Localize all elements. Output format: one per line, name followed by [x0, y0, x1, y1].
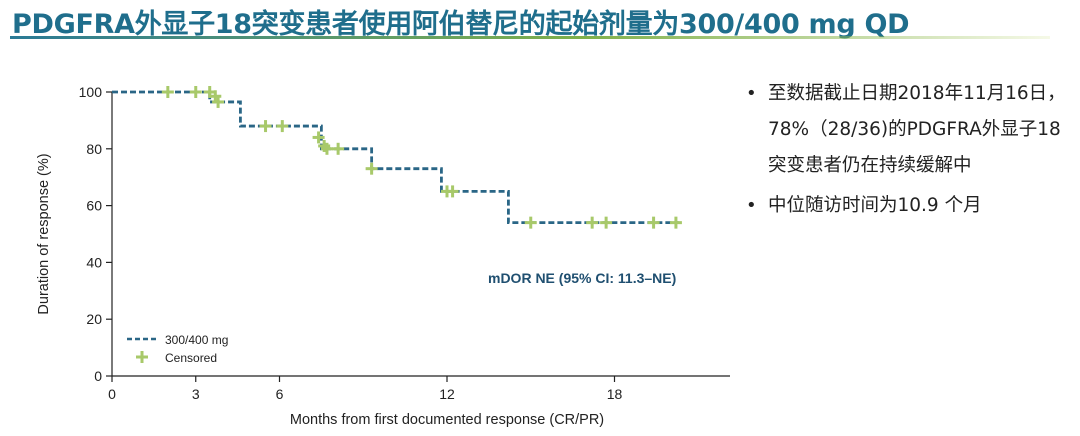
km-chart: 020406080100036121824 mDOR NE (95% CI: 1…: [36, 84, 730, 428]
legend-censor-label: Censored: [165, 351, 217, 365]
bullet-item: 中位随访时间为10.9 个月: [742, 188, 1072, 224]
chart-ticks: 020406080100036121824: [79, 84, 623, 402]
y-tick-label: 60: [86, 198, 102, 214]
censor-mark: [320, 142, 333, 155]
censor-mark: [259, 120, 272, 133]
y-tick-label: 40: [86, 254, 102, 270]
chart-annotation: mDOR NE (95% CI: 11.3–NE): [488, 270, 676, 286]
x-tick-label: 12: [439, 386, 455, 402]
censor-mark: [365, 162, 378, 175]
x-tick-label: 3: [192, 386, 200, 402]
censor-mark: [161, 86, 174, 98]
km-step-line: [112, 90, 679, 225]
x-tick-label: 6: [276, 386, 284, 402]
censor-mark: [669, 216, 682, 229]
censor-mark: [276, 120, 289, 133]
legend-censor-swatch: [136, 351, 148, 363]
y-axis-label: Duration of response (%): [36, 153, 52, 314]
page-title: PDGFRA外显子18突变患者使用阿伯替尼的起始剂量为300/400 mg QD: [12, 9, 910, 40]
bullet-item: 至数据截止日期2018年11月16日，78%（28/36)的PDGFRA外显子1…: [742, 76, 1072, 184]
censor-mark: [332, 142, 345, 155]
chart-plot-area: [112, 86, 682, 229]
chart-legend: 300/400 mg Censored: [127, 333, 228, 365]
x-tick-label: 0: [108, 386, 116, 402]
censor-mark: [647, 216, 660, 229]
censor-mark: [189, 86, 202, 98]
x-axis-label: Months from first documented response (C…: [290, 412, 604, 428]
censor-mark: [312, 131, 325, 144]
y-tick-label: 0: [94, 368, 102, 384]
x-tick-label: 18: [607, 386, 623, 402]
y-tick-label: 100: [79, 84, 103, 100]
censor-mark: [524, 216, 537, 229]
summary-bullets: 至数据截止日期2018年11月16日，78%（28/36)的PDGFRA外显子1…: [742, 76, 1072, 228]
y-tick-label: 80: [86, 141, 102, 157]
censor-mark: [212, 95, 225, 108]
censor-mark: [586, 216, 599, 229]
title-underline: [10, 36, 1050, 39]
y-tick-label: 20: [86, 311, 102, 327]
censor-mark: [600, 216, 613, 229]
censor-mark: [446, 185, 459, 198]
legend-series-label: 300/400 mg: [165, 333, 228, 347]
